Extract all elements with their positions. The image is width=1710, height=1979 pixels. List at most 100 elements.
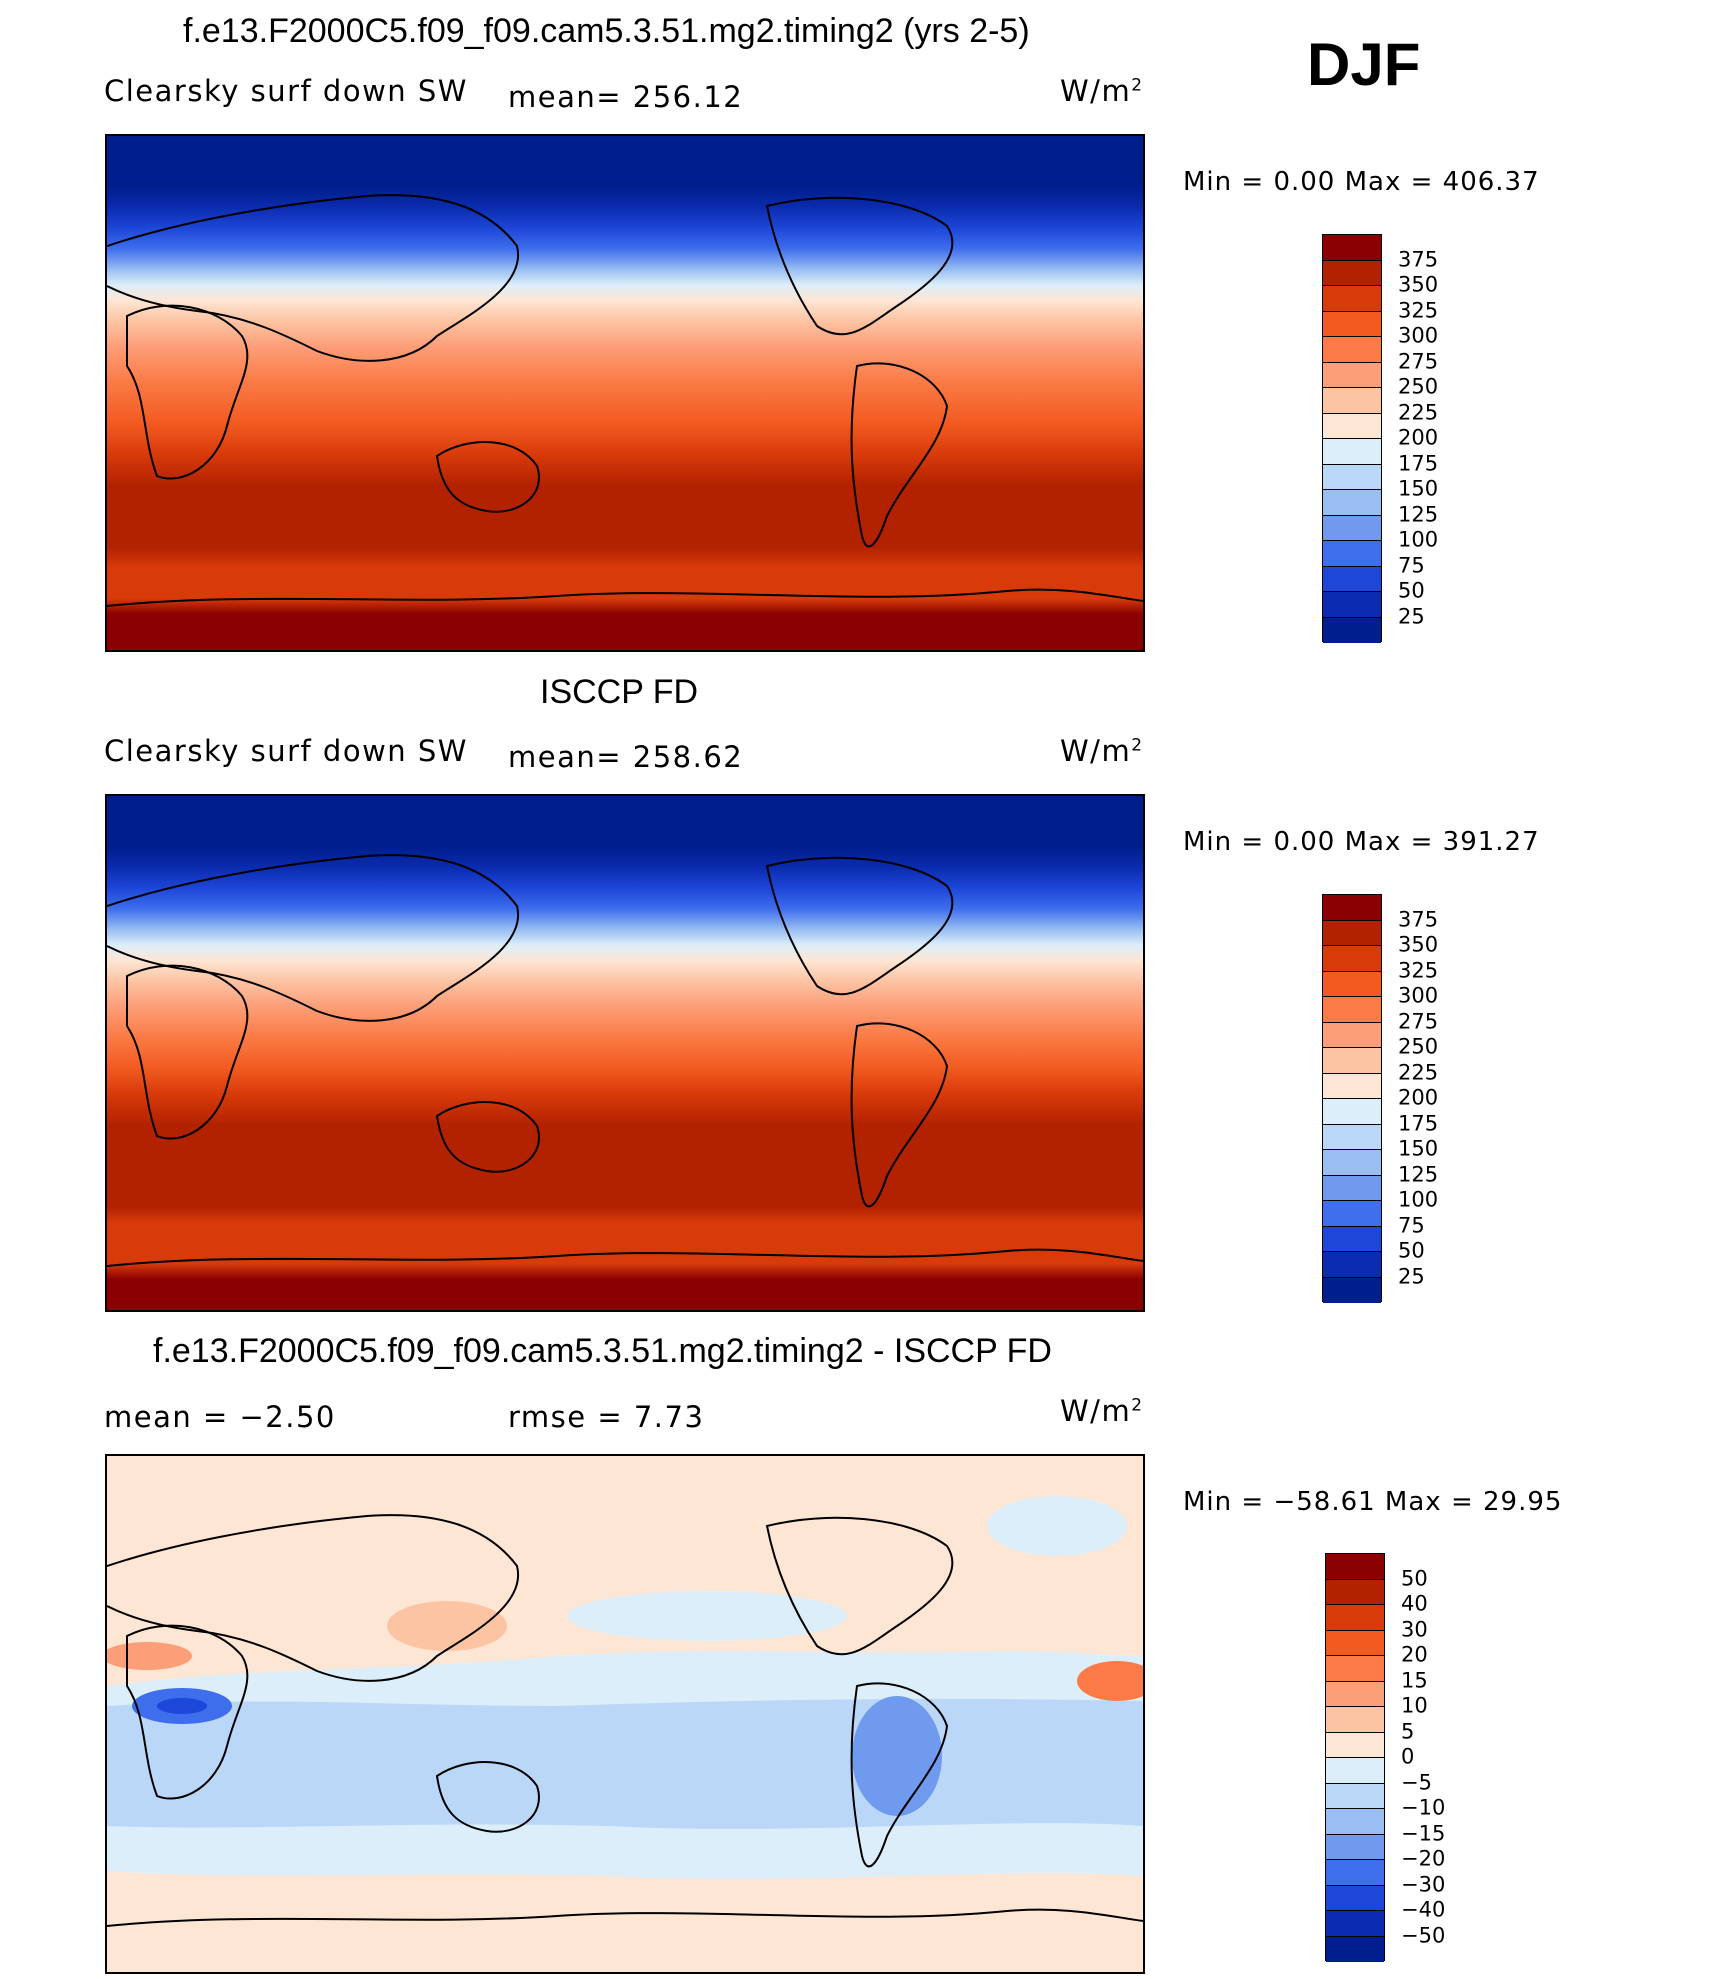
panel3-rmse: rmse = 7.73 [508,1400,705,1434]
colorbar-swatch [1326,1783,1384,1809]
panel2-minmax: Min = 0.00 Max = 391.27 [1183,827,1540,857]
colorbar-swatch [1323,286,1381,312]
colorbar-swatch [1323,1277,1381,1303]
colorbar-swatch [1326,1605,1384,1631]
colorbar-swatch [1326,1809,1384,1835]
panel2-units: W/m2 [1060,734,1144,768]
colorbar-swatch [1323,997,1381,1023]
colorbar-tick-label: 75 [1398,553,1425,577]
colorbar-tick-label: 375 [1398,247,1439,271]
colorbar-swatch [1323,617,1381,643]
colorbar-swatch [1326,1707,1384,1733]
colorbar-tick-label: 225 [1398,1060,1439,1084]
colorbar-swatch [1323,1226,1381,1252]
colorbar-tick-label: 30 [1401,1617,1428,1641]
colorbar-swatch [1326,1758,1384,1784]
colorbar-tick-label: 150 [1398,1136,1439,1161]
colorbar-swatch [1323,1022,1381,1048]
panel3-units: W/m2 [1060,1394,1144,1428]
colorbar-swatch [1326,1936,1384,1962]
colorbar-tick-label: 200 [1398,425,1439,450]
colorbar-tick-label: 275 [1398,349,1439,373]
colorbar-swatch [1323,1252,1381,1278]
panel3-map [105,1454,1145,1974]
colorbar-swatch [1323,946,1381,972]
colorbar-tick-label: 300 [1398,323,1439,348]
panel3-mean: mean = −2.50 [104,1400,336,1434]
colorbar-swatch [1326,1885,1384,1911]
panel3-minmax: Min = −58.61 Max = 29.95 [1183,1487,1563,1517]
colorbar-tick-label: 125 [1398,1162,1439,1186]
panel2-title: ISCCP FD [540,673,699,711]
colorbar-swatch [1323,260,1381,286]
colorbar-tick-label: 0 [1401,1744,1415,1769]
colorbar-tick-label: 15 [1401,1668,1428,1692]
colorbar-swatch [1326,1630,1384,1656]
colorbar-tick-label: 375 [1398,907,1439,931]
colorbar-swatch [1323,490,1381,516]
colorbar-swatch [1323,566,1381,592]
colorbar-swatch [1326,1732,1384,1758]
colorbar-tick-label: −10 [1401,1795,1446,1820]
colorbar-swatch [1323,971,1381,997]
colorbar-swatch [1323,388,1381,414]
colorbar-swatch [1326,1860,1384,1886]
colorbar-swatch [1323,413,1381,439]
colorbar-swatch [1323,515,1381,541]
colorbar-tick-label: 200 [1398,1085,1439,1110]
panel2-mean: mean= 258.62 [508,740,744,774]
colorbar-tick-label: 100 [1398,527,1439,552]
colorbar-tick-label: 275 [1398,1009,1439,1033]
panel2-variable: Clearsky surf down SW [104,734,468,768]
colorbar-swatch [1323,311,1381,337]
colorbar-swatch [1323,1099,1381,1125]
colorbar-tick-label: 25 [1398,1264,1425,1288]
colorbar-tick-label: 75 [1398,1213,1425,1237]
panel1-units: W/m2 [1060,74,1144,108]
colorbar-tick-label: −30 [1401,1872,1446,1896]
colorbar-tick-label: −50 [1401,1923,1446,1947]
colorbar-swatch [1323,1201,1381,1227]
colorbar-swatch [1323,362,1381,388]
colorbar-swatch [1323,1175,1381,1201]
panel1-map [105,134,1145,652]
colorbar-swatch [1323,1048,1381,1074]
panel1-mean: mean= 256.12 [508,80,744,114]
colorbar-swatch [1323,1073,1381,1099]
colorbar-tick-label: 225 [1398,400,1439,424]
colorbar-tick-label: −20 [1401,1846,1446,1871]
colorbar-swatch [1326,1681,1384,1707]
colorbar-tick-label: 50 [1401,1566,1428,1590]
colorbar-tick-label: 50 [1398,578,1425,603]
colorbar-tick-label: 50 [1398,1238,1425,1263]
colorbar-swatch [1326,1579,1384,1605]
colorbar-tick-label: 325 [1398,298,1439,322]
colorbar-swatch [1323,541,1381,567]
colorbar-tick-label: 175 [1398,451,1439,475]
colorbar-swatch [1323,920,1381,946]
colorbar-tick-label: −5 [1401,1770,1432,1794]
colorbar-swatch [1326,1911,1384,1937]
colorbar-tick-label: 175 [1398,1111,1439,1135]
colorbar-swatch [1323,592,1381,618]
colorbar-tick-label: −40 [1401,1897,1446,1922]
colorbar-tick-label: 250 [1398,374,1439,399]
colorbar-tick-label: 325 [1398,958,1439,982]
panel1-variable: Clearsky surf down SW [104,74,468,108]
colorbar-tick-label: 5 [1401,1719,1415,1743]
colorbar-swatch [1326,1834,1384,1860]
colorbar-swatch [1323,235,1381,261]
panel1-minmax: Min = 0.00 Max = 406.37 [1183,167,1540,197]
colorbar-swatch [1323,1124,1381,1150]
colorbar-tick-label: 20 [1401,1642,1428,1667]
colorbar-swatch [1323,895,1381,921]
colorbar-swatch [1323,1150,1381,1176]
colorbar-tick-label: 40 [1401,1591,1428,1616]
colorbar-tick-label: 10 [1401,1693,1428,1718]
colorbar-tick-label: 150 [1398,476,1439,501]
panel2-map [105,794,1145,1312]
colorbar-tick-label: 250 [1398,1034,1439,1059]
colorbar-tick-label: 350 [1398,932,1439,957]
colorbar-swatch [1326,1554,1384,1580]
colorbar-tick-label: 350 [1398,272,1439,297]
